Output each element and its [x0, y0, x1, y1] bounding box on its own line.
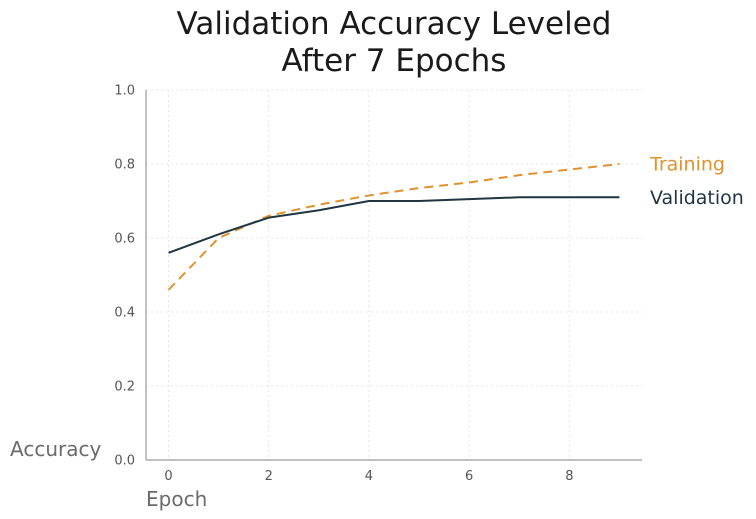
y-tick-label: 0.6: [114, 232, 135, 247]
axes: [145, 90, 642, 461]
y-tick-label: 1.0: [114, 84, 135, 99]
series-line-training: [167, 163, 620, 291]
x-tick-label: 0: [164, 469, 172, 484]
y-axis-title: Accuracy: [10, 437, 101, 461]
series-label-training: Training: [649, 154, 725, 176]
y-tick-label: 0.0: [114, 454, 135, 469]
chart-title-line-1: Validation Accuracy Leveled: [177, 6, 612, 42]
x-tick-label: 4: [365, 469, 373, 484]
y-tick-label: 0.4: [114, 306, 135, 321]
series-label-validation: Validation: [650, 187, 744, 209]
grid-lines: [146, 89, 642, 461]
series-lines: Training Validation: [167, 154, 744, 291]
x-tick-label: 8: [565, 469, 573, 484]
y-tick-label: 0.8: [114, 158, 135, 173]
x-axis-title: Epoch: [146, 487, 207, 511]
series-line-validation: [168, 196, 620, 254]
x-tick-label: 2: [265, 469, 273, 484]
tick-labels: 0.0 0.2 0.4 0.6 0.8 1.0 0 2 4 6 8: [114, 84, 573, 485]
y-tick-label: 0.2: [114, 380, 135, 395]
x-tick-label: 6: [465, 469, 473, 484]
chart-title-line-2: After 7 Epochs: [282, 43, 507, 79]
